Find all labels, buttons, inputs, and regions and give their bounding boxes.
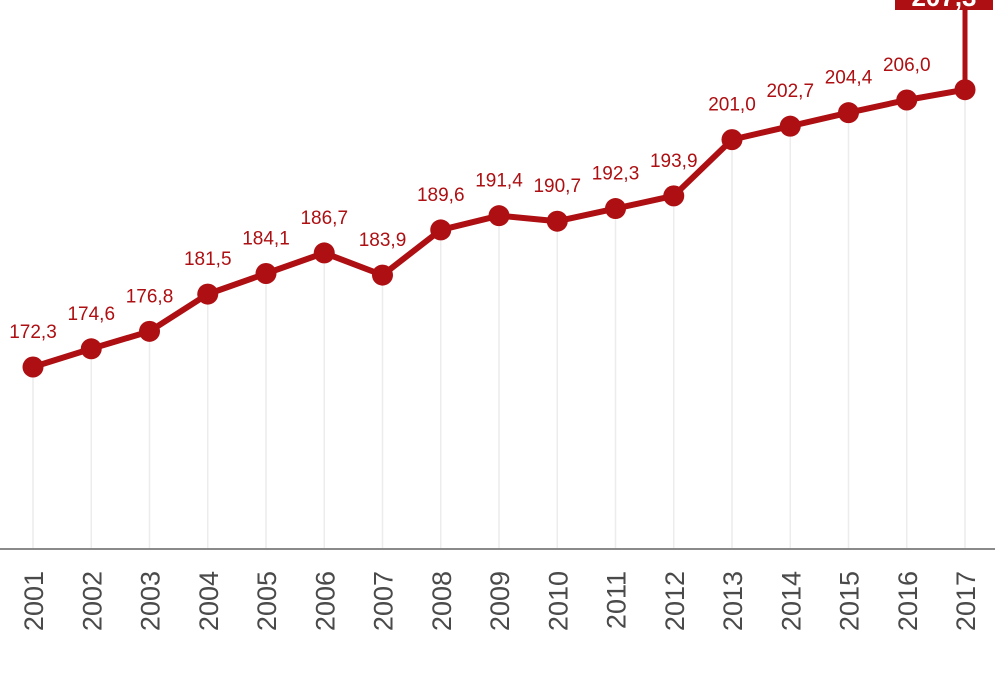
- data-label-2003: 176,8: [126, 286, 174, 307]
- tick-label-2004: 2004: [194, 571, 224, 631]
- data-points: [22, 79, 976, 378]
- data-label-2012: 193,9: [650, 151, 698, 172]
- data-point-2008: [430, 219, 452, 241]
- tick-label-2011: 2011: [602, 571, 632, 629]
- data-point-2014: [779, 115, 801, 137]
- data-point-2003: [139, 320, 160, 342]
- data-label-2014: 202,7: [766, 81, 814, 102]
- tick-label-2017: 2017: [951, 571, 981, 631]
- data-label-2015: 204,4: [825, 68, 873, 89]
- data-point-2012: [663, 185, 685, 207]
- tick-label-2003: 2003: [136, 571, 166, 631]
- data-point-2005: [255, 263, 277, 285]
- tick-label-2013: 2013: [718, 571, 748, 631]
- tick-label-2014: 2014: [776, 571, 806, 631]
- tick-label-2006: 2006: [310, 571, 340, 631]
- data-label-2008: 189,6: [417, 185, 465, 206]
- tick-label-2016: 2016: [893, 571, 923, 631]
- data-label-2016: 206,0: [883, 55, 931, 76]
- tick-label-2010: 2010: [543, 571, 573, 631]
- data-label-2010: 190,7: [533, 176, 581, 197]
- data-labels: 172,3 174,6 176,8 181,5 184,1 186,7 183,9 189,6…: [9, 55, 930, 343]
- data-point-2011: [605, 198, 626, 220]
- data-point-2007: [372, 264, 393, 286]
- data-point-2002: [80, 338, 102, 360]
- data-label-2006: 186,7: [300, 208, 348, 229]
- tick-label-2002: 2002: [77, 571, 107, 631]
- x-axis-tick-labels: 2001 2002 2003 2004 2005 2006 2007 2008 2009 2010…: [19, 571, 981, 631]
- data-label-2001: 172,3: [9, 322, 57, 343]
- data-point-2009: [488, 205, 510, 227]
- data-label-2004: 181,5: [184, 249, 232, 270]
- data-label-2007: 183,9: [359, 230, 407, 251]
- highlight-callout: 207,3: [895, 0, 993, 90]
- data-label-2002: 174,6: [67, 304, 115, 325]
- tick-label-2007: 2007: [369, 571, 399, 631]
- data-label-2011: 192,3: [592, 164, 640, 185]
- tick-label-2005: 2005: [252, 571, 282, 631]
- data-label-2013: 201,0: [708, 95, 756, 116]
- data-point-2001: [22, 356, 44, 378]
- vertical-gridlines: [32, 89, 966, 549]
- tick-label-2008: 2008: [427, 571, 457, 631]
- tick-label-2001: 2001: [19, 571, 49, 631]
- highlight-callout-box: [895, 0, 993, 10]
- data-label-2009: 191,4: [475, 171, 523, 192]
- tick-label-2009: 2009: [485, 571, 515, 631]
- data-point-2006: [313, 242, 335, 264]
- data-point-2013: [721, 129, 743, 151]
- data-point-2010: [546, 210, 568, 232]
- highlight-callout-label: 207,3: [911, 0, 976, 12]
- tick-label-2012: 2012: [660, 571, 690, 631]
- data-point-2016: [896, 89, 918, 111]
- data-point-2004: [197, 283, 219, 305]
- data-label-2005: 184,1: [242, 229, 290, 250]
- data-point-2015: [838, 102, 859, 124]
- tick-label-2015: 2015: [835, 571, 865, 631]
